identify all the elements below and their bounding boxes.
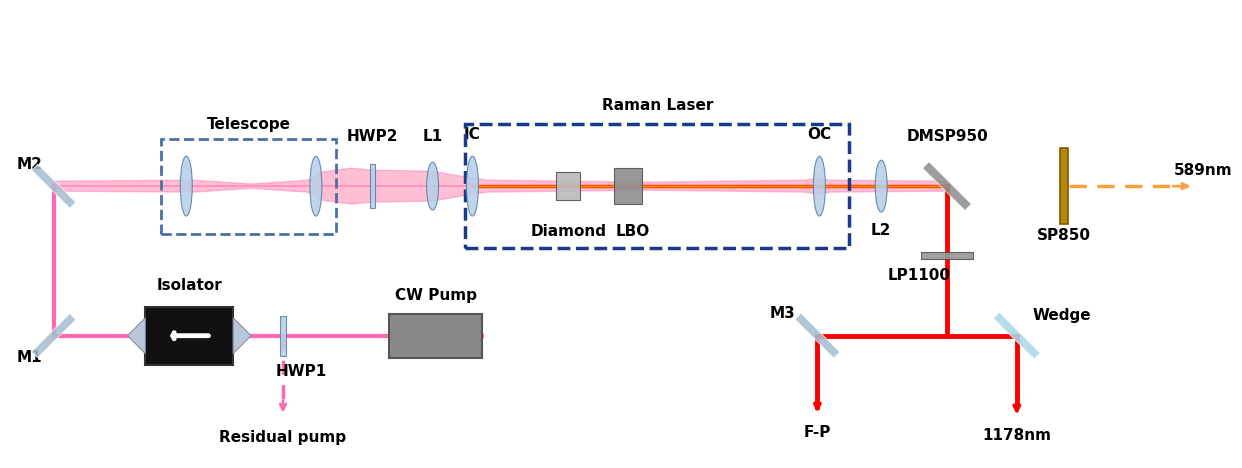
Ellipse shape [426,162,438,210]
Text: M2: M2 [17,157,42,172]
Ellipse shape [814,156,826,216]
Text: CW Pump: CW Pump [395,288,477,303]
Text: IC: IC [465,127,481,142]
Text: Diamond: Diamond [530,224,606,239]
Text: M3: M3 [770,306,795,321]
Polygon shape [994,312,1041,359]
Bar [161,139,335,234]
Text: L2: L2 [871,222,892,238]
Text: SP850: SP850 [1037,228,1090,243]
Text: L1: L1 [422,129,442,144]
Ellipse shape [876,160,887,212]
Bar [614,168,642,204]
Bar [556,172,580,200]
Text: Residual pump: Residual pump [220,430,347,445]
Ellipse shape [467,156,478,216]
Polygon shape [53,168,948,204]
Text: M1: M1 [17,350,42,365]
Text: DMSP950: DMSP950 [907,129,987,144]
Polygon shape [795,313,840,358]
Bar [922,252,972,259]
Text: 1178nm: 1178nm [982,428,1051,443]
Bar [281,316,286,356]
Text: Wedge: Wedge [1032,308,1090,323]
Text: 589nm: 589nm [1174,163,1232,178]
Text: Telescope: Telescope [206,117,291,132]
Polygon shape [923,162,971,211]
Ellipse shape [310,156,322,216]
Bar [466,124,850,249]
Bar [370,164,375,208]
Text: LP1100: LP1100 [888,268,950,284]
Polygon shape [128,318,145,354]
Text: LBO: LBO [616,224,650,239]
Ellipse shape [180,156,193,216]
Polygon shape [31,314,76,358]
Bar [389,314,482,358]
Bar [145,307,233,365]
Text: Raman Laser: Raman Laser [601,98,713,113]
Text: HWP2: HWP2 [347,129,399,144]
Text: HWP1: HWP1 [276,364,327,379]
Text: F-P: F-P [804,425,831,440]
Polygon shape [31,164,76,208]
Polygon shape [233,318,251,354]
Bar [1059,148,1068,224]
Text: Isolator: Isolator [156,278,222,293]
Text: OC: OC [807,127,831,142]
